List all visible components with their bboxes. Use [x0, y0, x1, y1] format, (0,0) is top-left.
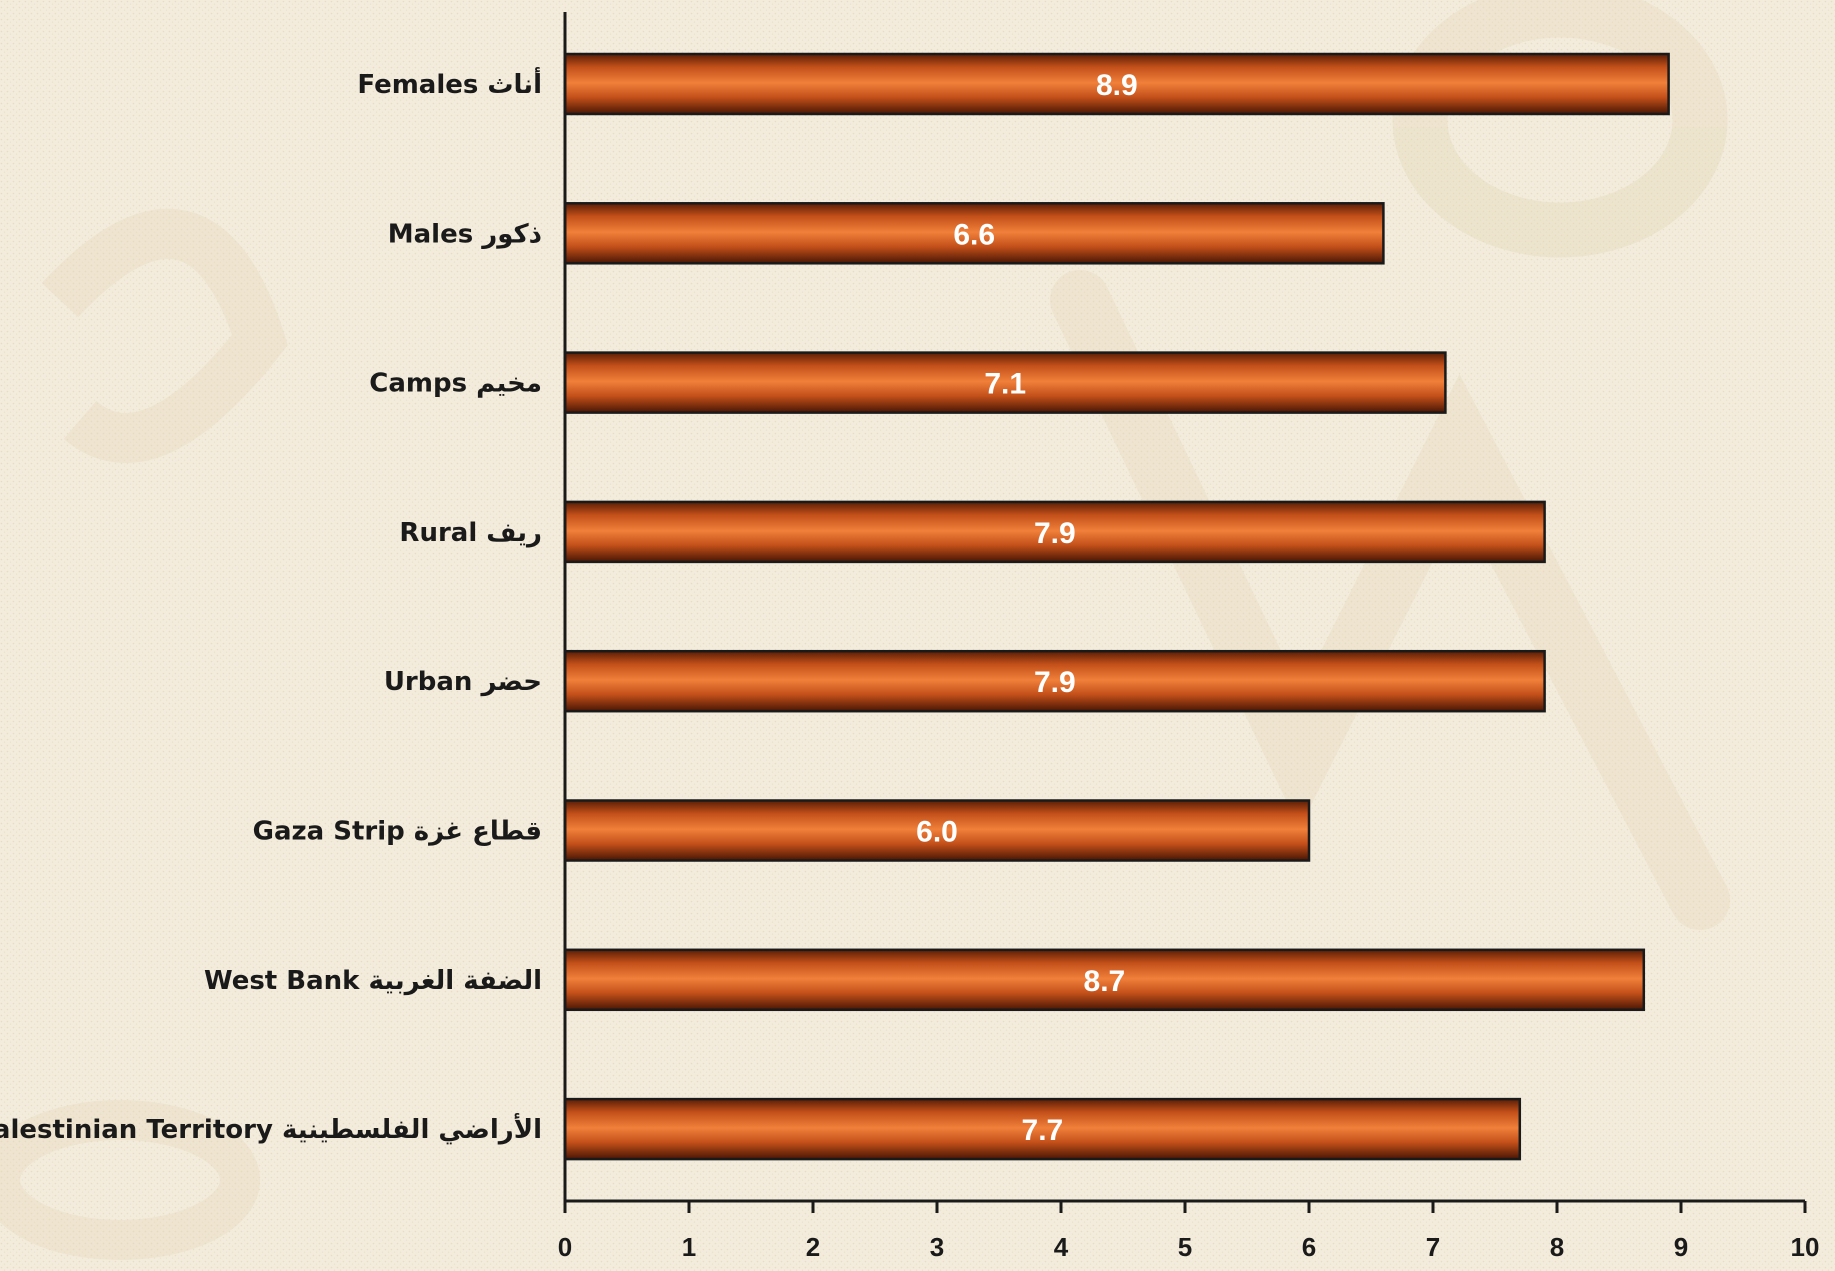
category-label-7: Palestinian Territory الأراضي الفلسطينية — [0, 1113, 542, 1145]
bar-4 — [563, 649, 1546, 713]
data-label-0: 8.9 — [1096, 69, 1138, 102]
bar-0 — [563, 52, 1670, 116]
data-label-6: 8.7 — [1084, 965, 1126, 998]
data-label-2: 7.1 — [984, 368, 1026, 401]
bar-1 — [563, 202, 1385, 265]
axes: 0 1 2 3 4 5 6 7 8 9 10 — [558, 12, 1820, 1262]
x-tick-label-3: 3 — [930, 1232, 944, 1262]
bar-2 — [563, 351, 1447, 414]
bar-5 — [563, 799, 1311, 862]
x-tick-label-5: 5 — [1178, 1232, 1192, 1262]
x-tick-label-0: 0 — [558, 1232, 572, 1262]
category-label-5: Gaza Strip قطاع غزة — [253, 817, 542, 847]
data-label-4: 7.9 — [1034, 666, 1076, 699]
data-label-3: 7.9 — [1034, 517, 1076, 550]
x-tick-label-4: 4 — [1054, 1232, 1069, 1262]
x-tick-label-7: 7 — [1426, 1232, 1440, 1262]
x-tick-label-1: 1 — [682, 1232, 696, 1262]
category-label-6: West Bank الضفة الغربية — [204, 966, 542, 996]
bar-3 — [563, 500, 1546, 564]
x-tick-label-9: 9 — [1674, 1232, 1688, 1262]
bars: 8.9 Females أناث 6.6 Males ذكور 7.1 Camps مخي… — [0, 52, 1670, 1161]
data-label-1: 6.6 — [953, 218, 995, 251]
category-label-0: Females أناث — [357, 67, 542, 100]
x-tick-label-6: 6 — [1302, 1232, 1316, 1262]
data-label-7: 7.7 — [1022, 1114, 1064, 1147]
data-label-5: 6.0 — [916, 816, 958, 849]
x-tick-label-2: 2 — [806, 1232, 820, 1262]
x-tick-label-10: 10 — [1791, 1232, 1820, 1262]
bar-7 — [563, 1097, 1522, 1161]
category-label-2: Camps مخيم — [369, 369, 542, 399]
category-label-1: Males ذكور — [388, 219, 542, 249]
x-tick-label-8: 8 — [1550, 1232, 1564, 1262]
category-label-3: Rural ريف — [399, 518, 542, 548]
category-label-4: Urban حضر — [384, 667, 542, 697]
